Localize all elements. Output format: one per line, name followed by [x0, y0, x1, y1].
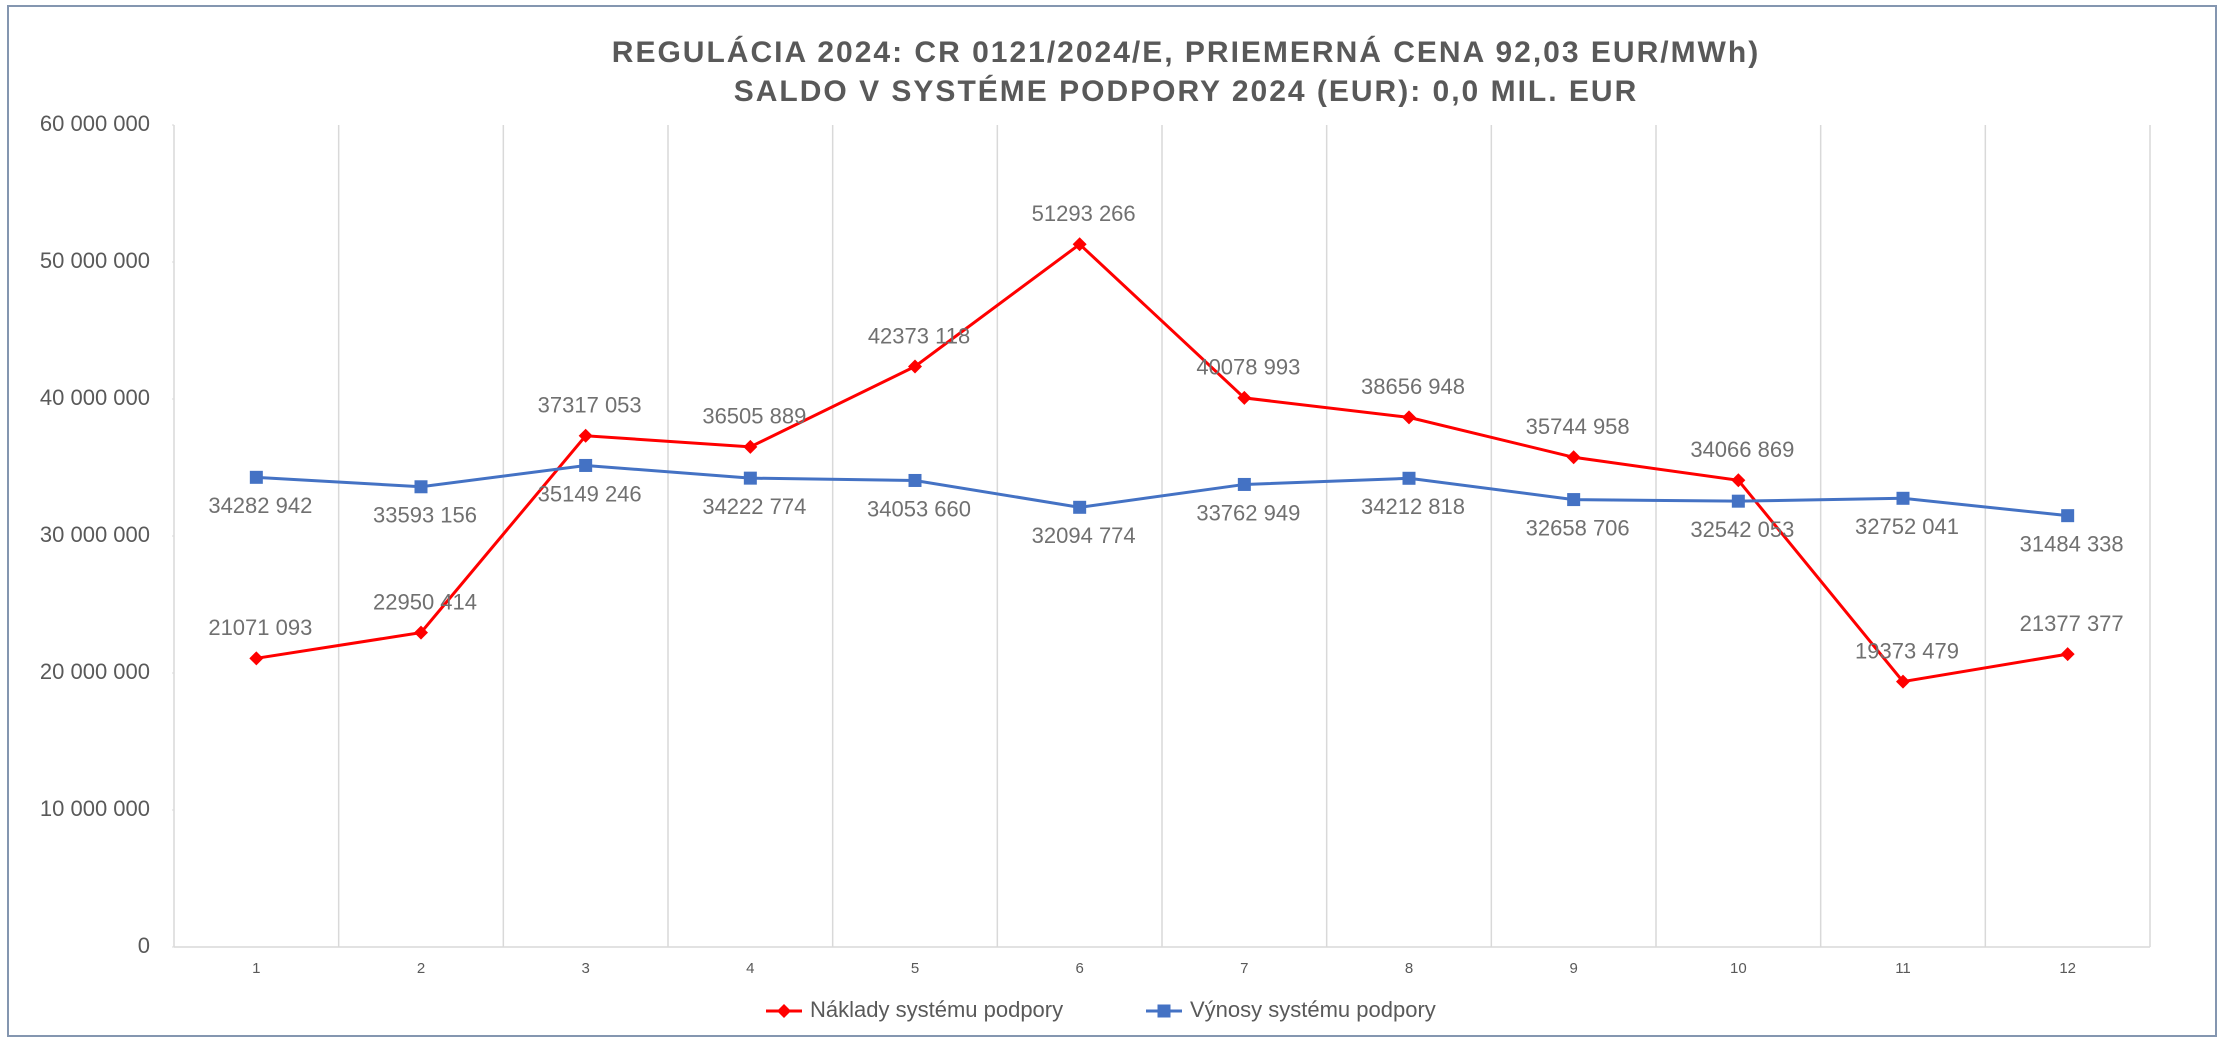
marker	[1073, 500, 1087, 514]
data-label: 35149 246	[538, 481, 642, 506]
marker	[1402, 471, 1416, 485]
marker	[414, 625, 428, 640]
chart-frame	[7, 5, 2217, 1037]
marker	[1896, 674, 1910, 689]
x-tick-label: 12	[2059, 960, 2076, 977]
marker	[908, 473, 922, 487]
marker	[1731, 473, 1746, 488]
chart-subtitle: SALDO V SYSTÉME PODPORY 2024 (EUR): 0,0 …	[734, 74, 1639, 108]
marker	[743, 439, 758, 454]
x-tick-label: 6	[1075, 960, 1083, 977]
legend-marker	[1157, 1004, 1171, 1018]
y-tick-label: 50 000 000	[40, 248, 150, 273]
y-tick-label: 20 000 000	[40, 659, 150, 684]
marker	[1566, 450, 1581, 465]
marker	[579, 458, 593, 472]
x-tick-label: 2	[417, 960, 425, 977]
data-label: 34282 942	[208, 493, 312, 518]
marker	[249, 651, 264, 666]
x-tick-label: 4	[746, 960, 754, 977]
y-tick-label: 40 000 000	[40, 385, 150, 410]
marker	[1237, 390, 1252, 405]
data-label: 37317 053	[538, 393, 642, 418]
marker	[2061, 509, 2075, 523]
data-label: 33593 156	[373, 503, 477, 528]
marker	[1567, 493, 1581, 507]
x-tick-label: 11	[1895, 960, 1911, 977]
data-label: 35744 958	[1526, 414, 1630, 439]
x-tick-label: 1	[252, 960, 260, 977]
data-label: 40078 993	[1196, 355, 1300, 380]
legend-label: Náklady systému podpory	[810, 997, 1063, 1022]
marker	[743, 471, 757, 485]
y-tick-label: 30 000 000	[40, 522, 150, 547]
data-label: 32542 053	[1690, 517, 1794, 542]
x-tick-label: 10	[1730, 960, 1747, 977]
data-label: 32752 041	[1855, 514, 1959, 539]
data-label: 21071 093	[208, 615, 312, 640]
marker	[249, 470, 263, 484]
data-label: 31484 338	[2020, 531, 2124, 556]
marker	[1237, 477, 1251, 491]
data-label: 36505 889	[702, 404, 806, 429]
data-label: 32658 706	[1526, 515, 1630, 540]
series-line	[256, 463, 2068, 518]
data-label: 22950 414	[373, 589, 477, 614]
data-label: 34222 774	[702, 494, 806, 519]
y-tick-label: 10 000 000	[40, 796, 150, 821]
x-tick-label: 7	[1240, 960, 1248, 977]
x-tick-label: 8	[1405, 960, 1413, 977]
x-tick-label: 5	[911, 960, 919, 977]
marker	[414, 480, 428, 494]
data-label: 51293 266	[1032, 201, 1136, 226]
marker	[578, 428, 593, 443]
marker	[908, 359, 922, 374]
y-tick-label: 0	[138, 933, 150, 958]
data-label: 34212 818	[1361, 494, 1465, 519]
data-label: 21377 377	[2020, 611, 2124, 636]
x-tick-label: 9	[1569, 960, 1577, 977]
y-tick-label: 60 000 000	[40, 111, 150, 136]
data-label: 34053 660	[867, 496, 971, 521]
marker	[1731, 494, 1745, 508]
x-tick-label: 3	[581, 960, 589, 977]
legend-marker	[777, 1004, 791, 1018]
marker	[1072, 237, 1087, 252]
data-label: 32094 774	[1032, 523, 1136, 548]
chart-title: REGULÁCIA 2024: CR 0121/2024/E, PRIEMERN…	[612, 35, 1760, 69]
data-label: 19373 479	[1855, 638, 1959, 663]
data-label: 33762 949	[1196, 500, 1300, 525]
marker	[2060, 647, 2075, 662]
data-label: 34066 869	[1690, 437, 1794, 462]
marker	[1896, 491, 1910, 505]
marker	[1402, 410, 1416, 425]
legend-label: Výnosy systému podpory	[1190, 997, 1436, 1022]
data-label: 42373 118	[868, 323, 970, 348]
data-label: 38656 948	[1361, 374, 1465, 399]
